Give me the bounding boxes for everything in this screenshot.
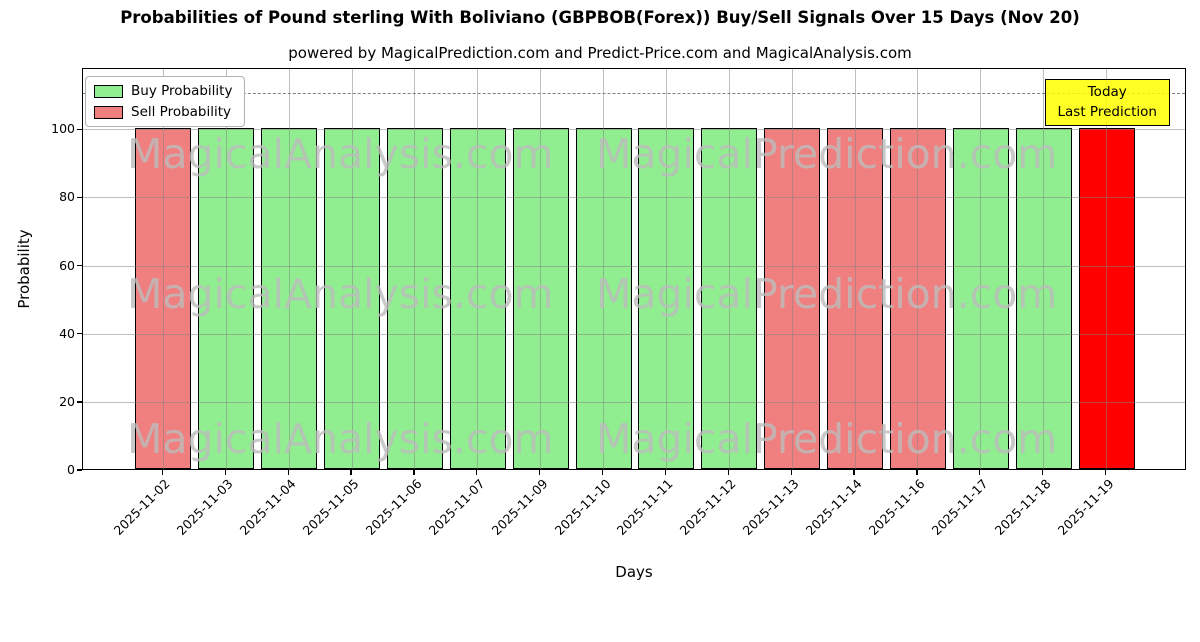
h-gridline-40 bbox=[83, 333, 1185, 335]
sell-probability-swatch bbox=[94, 105, 123, 119]
watermark-right: MagicalPrediction.com bbox=[596, 130, 1058, 178]
v-gridline bbox=[288, 69, 290, 469]
x-tick-mark bbox=[539, 470, 541, 475]
y-tick-mark bbox=[77, 128, 82, 130]
v-gridline bbox=[162, 69, 164, 469]
x-tick-mark bbox=[287, 470, 289, 475]
x-tick-mark bbox=[601, 470, 604, 475]
v-gridline bbox=[854, 69, 856, 469]
legend-label-buy: Buy Probability bbox=[131, 83, 233, 99]
x-tick-mark bbox=[790, 470, 792, 475]
x-tick-mark bbox=[1042, 470, 1044, 475]
watermark-right: MagicalPrediction.com bbox=[596, 270, 1058, 318]
y-tick-mark bbox=[77, 196, 82, 199]
x-axis-title: Days bbox=[615, 563, 653, 581]
x-tick-mark bbox=[224, 470, 226, 475]
annotation-line-1: Today bbox=[1087, 84, 1127, 100]
watermark-right: MagicalPrediction.com bbox=[596, 415, 1058, 463]
y-tick-mark bbox=[77, 469, 82, 471]
y-tick-label-60: 60 bbox=[59, 257, 75, 273]
legend: Buy Probability Sell Probability bbox=[85, 76, 246, 127]
x-tick-mark bbox=[664, 470, 667, 475]
v-gridline bbox=[980, 69, 982, 469]
y-tick-label-80: 80 bbox=[59, 189, 75, 205]
v-gridline bbox=[603, 69, 605, 469]
y-tick-label-0: 0 bbox=[67, 462, 75, 477]
v-gridline bbox=[225, 69, 227, 469]
v-gridline bbox=[477, 69, 479, 469]
buy-probability-swatch bbox=[94, 84, 123, 98]
watermark-left: MagicalAnalysis.com bbox=[127, 415, 554, 463]
y-tick-label-20: 20 bbox=[59, 393, 75, 409]
x-tick-mark bbox=[853, 470, 855, 475]
x-tick-mark bbox=[476, 470, 478, 475]
y-tick-label-40: 40 bbox=[59, 325, 75, 341]
v-gridline bbox=[791, 69, 793, 469]
v-gridline bbox=[665, 69, 667, 469]
watermark-left: MagicalAnalysis.com bbox=[127, 270, 554, 318]
chart-figure: Probabilities of Pound sterling With Bol… bbox=[15, 8, 1186, 581]
y-tick-mark bbox=[77, 333, 82, 335]
x-tick-mark bbox=[161, 470, 164, 475]
v-gridline bbox=[1106, 69, 1108, 469]
h-gridline-20 bbox=[83, 401, 1185, 403]
v-gridline bbox=[1043, 69, 1045, 469]
v-gridline bbox=[917, 69, 919, 469]
x-tick-mark bbox=[1104, 470, 1107, 475]
y-tick-label-100: 100 bbox=[51, 121, 75, 137]
h-gridline-80 bbox=[83, 197, 1185, 199]
chart-title: Probabilities of Pound sterling With Bol… bbox=[120, 8, 1080, 27]
x-tick-mark bbox=[350, 470, 352, 475]
y-tick-mark bbox=[77, 401, 82, 403]
today-annotation: Today Last Prediction bbox=[1044, 79, 1170, 126]
legend-label-sell: Sell Probability bbox=[131, 104, 232, 120]
v-gridline bbox=[351, 69, 353, 469]
x-tick-mark bbox=[727, 470, 729, 475]
v-gridline bbox=[414, 69, 416, 469]
annotation-line-2: Last Prediction bbox=[1057, 104, 1157, 121]
x-tick-mark bbox=[979, 470, 981, 475]
h-gridline-100 bbox=[83, 129, 1185, 131]
legend-item-sell: Sell Probability bbox=[94, 104, 232, 120]
watermark-left: MagicalAnalysis.com bbox=[127, 130, 554, 178]
y-tick-mark bbox=[77, 264, 82, 267]
h-gridline-60 bbox=[83, 265, 1185, 267]
legend-item-buy: Buy Probability bbox=[94, 83, 232, 99]
x-tick-mark bbox=[413, 470, 415, 475]
threshold-dashed-line bbox=[83, 92, 1185, 94]
chart-subtitle: powered by MagicalPrediction.com and Pre… bbox=[288, 44, 912, 62]
x-tick-mark bbox=[916, 470, 918, 475]
v-gridline bbox=[540, 69, 542, 469]
v-gridline bbox=[728, 69, 730, 469]
plot-area: Buy Probability Sell Probability Today L… bbox=[82, 68, 1186, 470]
